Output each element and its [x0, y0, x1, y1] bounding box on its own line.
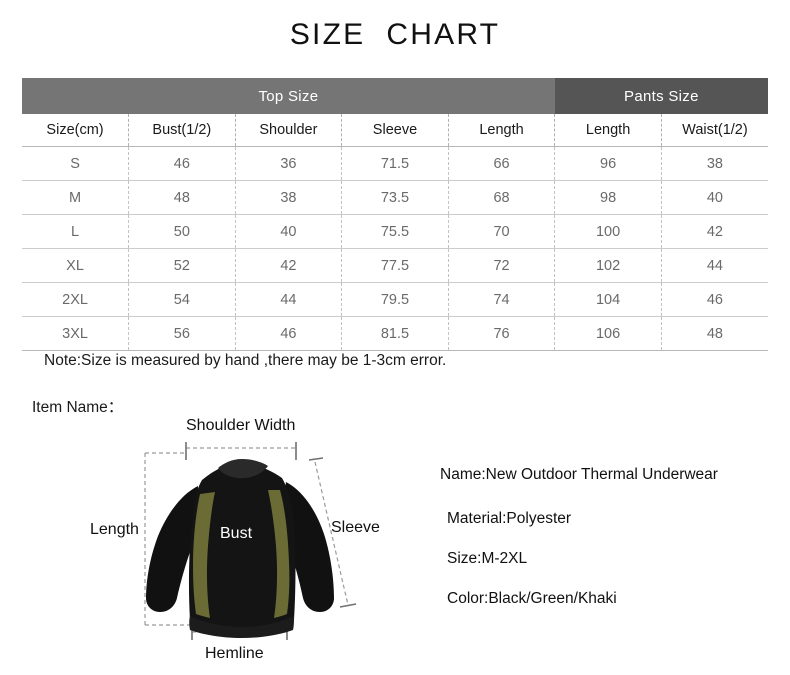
sleeve-guide [314, 461, 349, 606]
cell-size: XL [22, 248, 130, 283]
table-row: 3XL 56 46 81.5 76 106 48 [22, 316, 768, 351]
cell-sleeve: 81.5 [341, 316, 449, 351]
table-body: S 46 36 71.5 66 96 38 M 48 38 73.5 68 98… [22, 146, 768, 351]
cell-sleeve: 79.5 [341, 282, 449, 317]
table-row: S 46 36 71.5 66 96 38 [22, 146, 768, 181]
column-header-shoulder: Shoulder [235, 114, 343, 147]
shoulder-width-label: Shoulder Width [186, 417, 295, 434]
table-row: M 48 38 73.5 68 98 40 [22, 180, 768, 215]
cell-top-length: 74 [448, 282, 556, 317]
group-header-top-size: Top Size [22, 78, 555, 114]
column-header-sleeve: Sleeve [341, 114, 449, 147]
cell-waist: 40 [661, 180, 768, 215]
cell-sleeve: 75.5 [341, 214, 449, 249]
cell-shoulder: 40 [235, 214, 343, 249]
product-size: Size:M-2XL [447, 550, 528, 567]
cell-pants-length: 100 [554, 214, 662, 249]
measurement-note: Note:Size is measured by hand ,there may… [44, 352, 447, 369]
length-label: Length [90, 521, 139, 538]
cell-top-length: 70 [448, 214, 556, 249]
size-chart-table: Top Size Pants Size Size(cm) Bust(1/2) S… [22, 78, 768, 351]
cell-shoulder: 44 [235, 282, 343, 317]
cell-waist: 46 [661, 282, 768, 317]
column-header-bust: Bust(1/2) [128, 114, 236, 147]
cell-size: 3XL [22, 316, 130, 351]
cell-bust: 52 [128, 248, 236, 283]
product-info-list: Name:New Outdoor Thermal Underwear Mater… [440, 466, 790, 630]
cell-top-length: 68 [448, 180, 556, 215]
cell-sleeve: 73.5 [341, 180, 449, 215]
column-header-pants-length: Length [554, 114, 662, 147]
cell-bust: 54 [128, 282, 236, 317]
cell-sleeve: 77.5 [341, 248, 449, 283]
garment-measurement-diagram: Shoulder Width Length Sleeve Bust Hemlin… [90, 408, 430, 670]
column-header-size: Size(cm) [22, 114, 130, 147]
cell-pants-length: 98 [554, 180, 662, 215]
cell-bust: 48 [128, 180, 236, 215]
cell-shoulder: 42 [235, 248, 343, 283]
product-material: Material:Polyester [447, 510, 572, 527]
group-header-pants-size: Pants Size [554, 78, 768, 114]
size-chart-table-container: Top Size Pants Size Size(cm) Bust(1/2) S… [22, 78, 768, 351]
cell-pants-length: 102 [554, 248, 662, 283]
table-row: 2XL 54 44 79.5 74 104 46 [22, 282, 768, 317]
cell-bust: 46 [128, 146, 236, 181]
cell-bust: 56 [128, 316, 236, 351]
column-header-top-length: Length [448, 114, 556, 147]
sleeve-label: Sleeve [331, 519, 380, 536]
cell-top-length: 72 [448, 248, 556, 283]
cell-size: S [22, 146, 130, 181]
cell-waist: 38 [661, 146, 768, 181]
cell-waist: 44 [661, 248, 768, 283]
cell-bust: 50 [128, 214, 236, 249]
shirt-illustration [146, 459, 334, 638]
cell-top-length: 66 [448, 146, 556, 181]
cell-shoulder: 36 [235, 146, 343, 181]
cell-pants-length: 96 [554, 146, 662, 181]
cell-size: L [22, 214, 130, 249]
item-name-label: Item Name： [32, 399, 124, 416]
cell-pants-length: 104 [554, 282, 662, 317]
cell-shoulder: 46 [235, 316, 343, 351]
cell-top-length: 76 [448, 316, 556, 351]
cell-size: M [22, 180, 130, 215]
product-color: Color:Black/Green/Khaki [447, 590, 617, 607]
cell-sleeve: 71.5 [341, 146, 449, 181]
cell-shoulder: 38 [235, 180, 343, 215]
page-title: SIZE CHART [289, 18, 501, 51]
table-row: XL 52 42 77.5 72 102 44 [22, 248, 768, 283]
table-head: Top Size Pants Size Size(cm) Bust(1/2) S… [22, 78, 768, 147]
bust-label: Bust [220, 525, 253, 542]
cell-size: 2XL [22, 282, 130, 317]
cell-waist: 48 [661, 316, 768, 351]
cell-waist: 42 [661, 214, 768, 249]
group-header-row: Top Size Pants Size [22, 78, 768, 114]
hemline-label: Hemline [205, 645, 264, 662]
column-header-waist: Waist(1/2) [661, 114, 768, 147]
cell-pants-length: 106 [554, 316, 662, 351]
table-row: L 50 40 75.5 70 100 42 [22, 214, 768, 249]
column-header-row: Size(cm) Bust(1/2) Shoulder Sleeve Lengt… [22, 114, 768, 147]
product-name: Name:New Outdoor Thermal Underwear [440, 466, 718, 483]
